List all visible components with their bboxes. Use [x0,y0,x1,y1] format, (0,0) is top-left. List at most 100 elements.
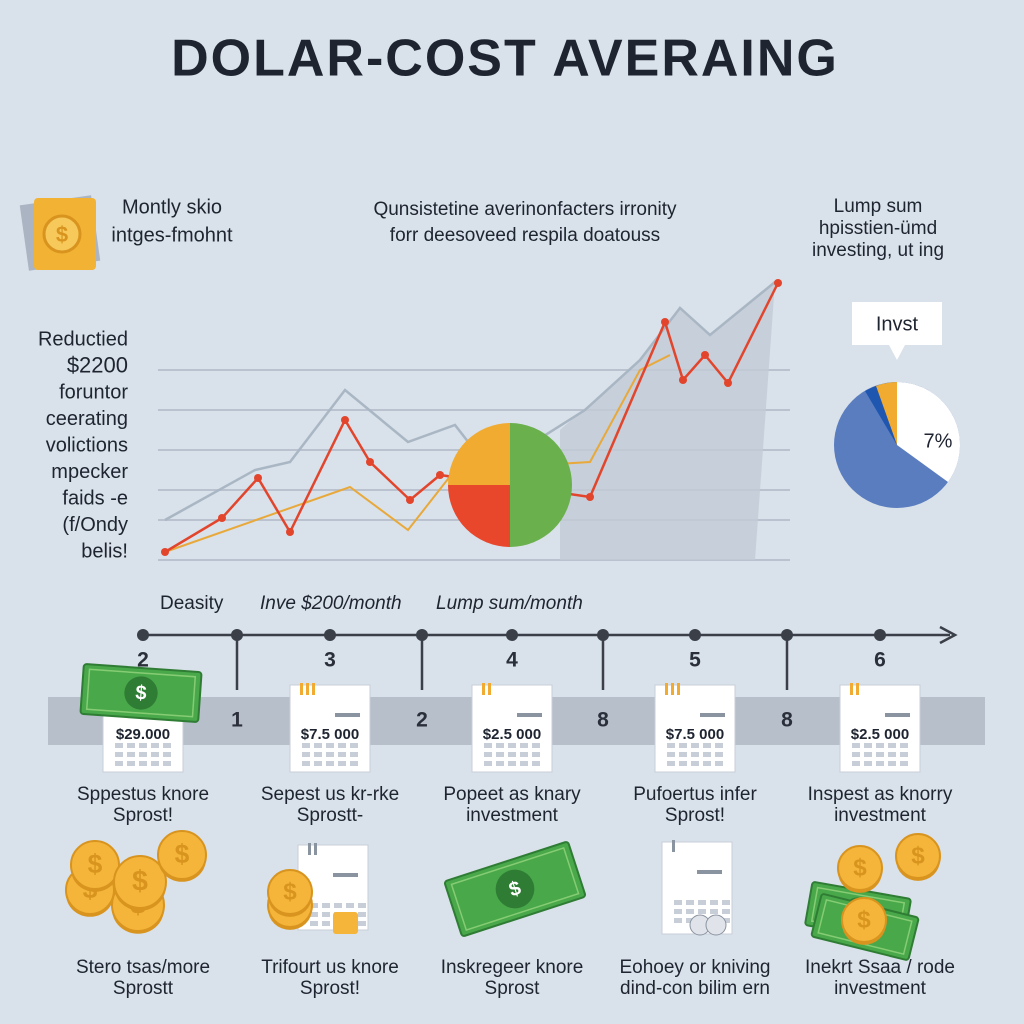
point [218,514,226,522]
timeline-label: Lump sum/month [436,593,583,614]
band-number: 2 [416,709,428,732]
card-cell [358,912,366,917]
card-caption: investment [834,805,927,826]
coin [157,830,207,880]
card-caption: Sepest us kr-rke [261,784,399,805]
intro-right: Lump sum [834,196,923,217]
card-cell [520,761,528,766]
side-note: ceerating [46,408,128,430]
intro-left: Montly skio [122,196,222,218]
card-cell [310,921,318,926]
card-amount: $2.5 000 [483,726,541,743]
card-cell [876,752,884,757]
card-cell [314,761,322,766]
card-cell [679,743,687,748]
coin [841,897,887,943]
card-cell [326,761,334,766]
card-tab [672,840,675,852]
side-note: belis! [81,540,128,562]
card-cell [703,752,711,757]
card-cell [115,752,123,757]
intro-right: hpisstien-ümd [819,218,937,239]
card-cell [496,761,504,766]
card-cell [338,743,346,748]
card-amount: $7.5 000 [666,726,724,743]
side-note: $2200 [67,352,128,377]
footer-caption: investment [834,978,927,999]
card-cell [322,912,330,917]
card-cell [852,761,860,766]
card-cell [350,743,358,748]
step-number: 2 [137,649,149,672]
money-bill: $ [444,841,586,937]
card-cell [698,909,706,914]
card-cell [508,752,516,757]
card-cell [151,743,159,748]
footer-caption: Stero tsas/more [76,957,210,978]
point [286,528,294,536]
card-cell [686,909,694,914]
card-cell [667,743,675,748]
card-cell [888,761,896,766]
card-cell [314,752,322,757]
card-header [885,713,910,717]
side-note: foruntor [59,381,128,403]
card-cell [310,912,318,917]
card-header [335,713,360,717]
card-cell [876,761,884,766]
card-cell [484,761,492,766]
right-pie [834,302,961,508]
card-cell [864,761,872,766]
timeline-arrow [939,625,958,645]
card-cell [310,903,318,908]
card-cell [508,743,516,748]
card-cell [326,743,334,748]
card-cell [888,752,896,757]
bill-seal [495,869,535,909]
coin-sign: $ [175,839,190,869]
card-cell [322,921,330,926]
pie-label: 7% [924,430,953,452]
dollar-badge-icon: $ [19,195,101,271]
card-tab [850,683,853,695]
dca-line-red [164,282,780,554]
card-cell [508,761,516,766]
timeline-label: Inve $200/month [260,593,402,614]
footer-caption: Trifourt us knore [261,957,399,978]
card-cell [691,752,699,757]
tag [333,912,358,934]
point [366,458,374,466]
intro-right: investing, ut ing [812,240,944,261]
footer-caption: Inekrt Ssaa / rode [805,957,955,978]
band-number: 1 [231,709,243,732]
card-cell [302,761,310,766]
point [341,416,349,424]
shaded-area [560,282,775,560]
timeline-dot [689,629,701,641]
coin-sign: $ [911,842,925,869]
coin-sign: $ [283,878,297,905]
card-cell [338,761,346,766]
texts: Montly skio intges-fmohnt Qunsistetine ave… [38,196,955,999]
svg-text:$: $ [56,222,68,247]
footer-caption: Sprost [485,978,541,999]
card-cell [358,903,366,908]
card-cell [139,743,147,748]
card-tab [306,683,309,695]
card-cell [338,752,346,757]
card-tab [677,683,680,695]
card-tab [300,683,303,695]
coin [837,845,883,891]
card-cell [703,743,711,748]
card-caption: Sprost! [665,805,725,826]
timeline-dot [137,629,149,641]
red-points [161,279,782,556]
card-caption: Popeet as knary [443,784,581,805]
side-note: faids -e [62,487,128,509]
card-cell [703,761,711,766]
card-cell [322,903,330,908]
card-amount: $2.5 000 [851,726,909,743]
card-cell [715,743,723,748]
